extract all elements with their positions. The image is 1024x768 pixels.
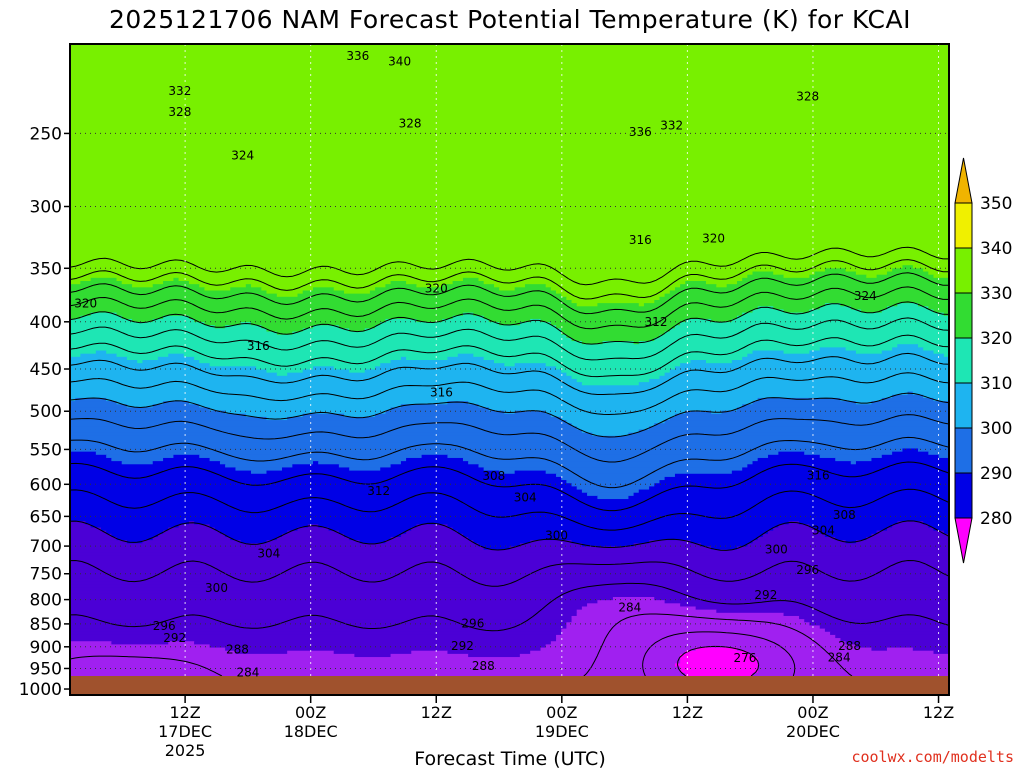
contour-label: 320 — [702, 232, 725, 246]
colorbar-label: 300 — [980, 419, 1012, 439]
colorbar-segment — [954, 202, 973, 249]
colorbar-segment — [954, 292, 973, 339]
y-tick-label: 400 — [30, 313, 62, 333]
contour-label: 292 — [754, 588, 777, 602]
x-tick-date: 20DEC — [786, 722, 840, 741]
y-tick-label: 700 — [30, 537, 62, 557]
x-tick-date: 19DEC — [535, 722, 589, 741]
y-axis: 250 300 350 400 450 500 550 600 650 700 750 800 850 9… — [19, 124, 70, 700]
y-tick-label: 650 — [30, 507, 62, 527]
contour-label: 316 — [807, 469, 830, 483]
colorbar-segment — [954, 472, 973, 519]
contour-label: 328 — [796, 90, 819, 104]
y-tick-label: 850 — [30, 615, 62, 635]
chart-title: 2025121706 NAM Forecast Potential Temper… — [109, 5, 911, 34]
contour-label: 308 — [833, 508, 856, 522]
y-tick-label: 900 — [30, 638, 62, 658]
colorbar-label: 290 — [980, 464, 1012, 484]
contour-label: 316 — [629, 233, 652, 247]
x-tick-date: 17DEC — [158, 722, 212, 741]
colorbar-segment — [954, 427, 973, 474]
colorbar-bottom-arrow — [954, 517, 973, 564]
colorbar-label: 340 — [980, 239, 1012, 259]
colored-bands — [70, 44, 949, 676]
x-tick-label: 00Z — [295, 703, 326, 722]
x-tick-label: 12Z — [169, 703, 200, 722]
x-tick-label: 12Z — [672, 703, 703, 722]
contour-label: 292 — [451, 639, 474, 653]
x-axis-label: Forecast Time (UTC) — [414, 748, 605, 768]
contour-label: 332 — [660, 118, 683, 132]
contour-label: 304 — [812, 523, 835, 537]
y-tick-label: 450 — [30, 360, 62, 380]
credit-text: coolwx.com/modelts — [851, 748, 1014, 766]
y-tick-label: 950 — [30, 659, 62, 679]
contour-label: 308 — [482, 469, 505, 483]
x-tick-label: 12Z — [923, 703, 954, 722]
contour-label: 288 — [472, 659, 495, 673]
contour-label: 328 — [168, 105, 191, 119]
y-tick-label: 300 — [30, 198, 62, 218]
colorbar-top-arrow — [954, 157, 973, 204]
contour-label: 284 — [236, 666, 259, 680]
contour-labels: 336 340 332 328 328 336 332 328 324 316 320 320 324 3… — [74, 49, 876, 680]
contour-label: 304 — [514, 490, 537, 504]
contour-label: 300 — [765, 543, 788, 557]
contour-label: 284 — [618, 601, 641, 615]
y-tick-label: 800 — [30, 591, 62, 611]
ground-band — [70, 676, 949, 695]
contour-label: 324 — [854, 289, 877, 303]
contour-label: 292 — [163, 631, 186, 645]
colorbar: 350 340 330 320 310 300 290 280 — [954, 157, 1012, 564]
contour-label: 336 — [346, 49, 369, 63]
contour-label: 284 — [828, 650, 851, 664]
contour-label: 300 — [205, 581, 228, 595]
contour-label: 312 — [367, 484, 390, 498]
y-tick-label: 350 — [30, 259, 62, 279]
colorbar-label: 310 — [980, 374, 1012, 394]
x-tick-date: 18DEC — [284, 722, 338, 741]
y-tick-label: 600 — [30, 475, 62, 495]
contour-label: 300 — [545, 529, 568, 543]
y-tick-label: 250 — [30, 124, 62, 144]
x-tick-label: 12Z — [421, 703, 452, 722]
colorbar-label: 280 — [980, 509, 1012, 529]
contour-label: 328 — [399, 117, 422, 131]
y-tick-label: 1000 — [19, 680, 62, 700]
contour-label: 324 — [231, 148, 254, 162]
colorbar-label: 320 — [980, 329, 1012, 349]
contour-label: 332 — [168, 84, 191, 98]
x-tick-label: 00Z — [546, 703, 577, 722]
colorbar-label: 330 — [980, 284, 1012, 304]
contour-label: 288 — [838, 639, 861, 653]
y-tick-label: 750 — [30, 565, 62, 585]
contour-label: 316 — [430, 385, 453, 399]
contour-label: 296 — [796, 563, 819, 577]
colorbar-segment — [954, 382, 973, 429]
y-tick-label: 550 — [30, 440, 62, 460]
contour-label: 276 — [733, 651, 756, 665]
contour-label: 316 — [247, 339, 270, 353]
x-tick-year: 2025 — [165, 741, 206, 760]
colorbar-segment — [954, 337, 973, 384]
x-tick-label: 00Z — [797, 703, 828, 722]
contour-label: 288 — [226, 642, 249, 656]
contour-label: 340 — [388, 55, 411, 69]
contour-label: 296 — [461, 616, 484, 630]
colorbar-label: 350 — [980, 194, 1012, 214]
contour-label: 320 — [74, 296, 97, 310]
contour-label: 320 — [425, 281, 448, 295]
y-tick-label: 500 — [30, 402, 62, 422]
contour-label: 304 — [257, 546, 280, 560]
contour-label: 312 — [645, 315, 668, 329]
contour-label: 336 — [629, 125, 652, 139]
contour-lines — [70, 246, 949, 676]
colorbar-segment — [954, 247, 973, 294]
contour-label: 296 — [153, 619, 176, 633]
